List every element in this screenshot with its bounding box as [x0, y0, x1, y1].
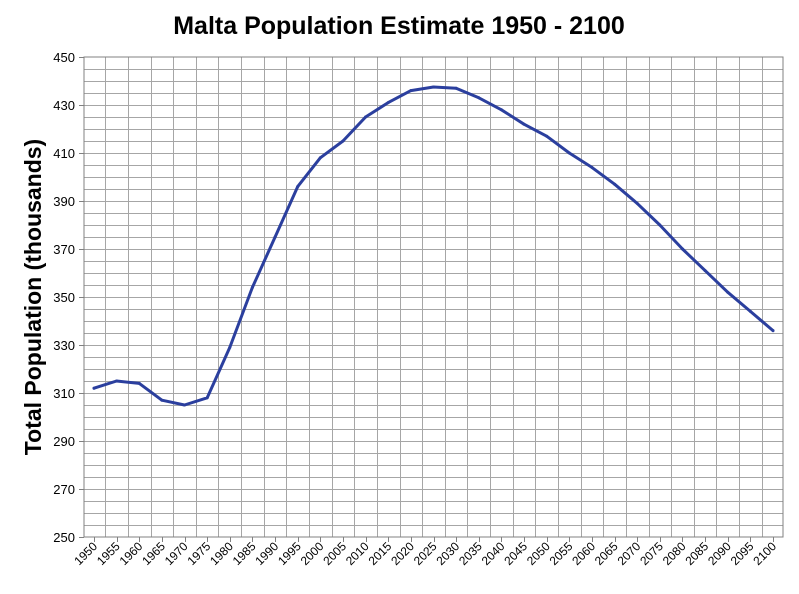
data-point	[545, 134, 549, 138]
y-tick-label: 430	[53, 98, 75, 113]
y-tick-label: 330	[53, 338, 75, 353]
y-tick-label: 450	[53, 50, 75, 65]
y-tick-label: 290	[53, 434, 75, 449]
data-point	[658, 223, 662, 227]
data-point	[522, 122, 526, 126]
y-tick-label: 350	[53, 290, 75, 305]
y-tick-label: 270	[53, 482, 75, 497]
y-tick-label: 410	[53, 146, 75, 161]
data-point	[205, 396, 209, 400]
data-point	[137, 381, 141, 385]
grid	[84, 57, 783, 537]
y-tick-label: 370	[53, 242, 75, 257]
series-layer	[92, 85, 775, 407]
data-point	[477, 96, 481, 100]
data-point	[703, 269, 707, 273]
y-tick-label: 250	[53, 530, 75, 545]
chart-title: Malta Population Estimate 1950 - 2100	[173, 12, 625, 40]
data-point	[92, 386, 96, 390]
y-tick-label: 390	[53, 194, 75, 209]
data-point	[115, 379, 119, 383]
y-tick-label: 310	[53, 386, 75, 401]
data-point	[386, 101, 390, 105]
data-point	[726, 290, 730, 294]
data-point	[409, 89, 413, 93]
data-point	[250, 285, 254, 289]
data-point	[567, 151, 571, 155]
data-point	[771, 329, 775, 333]
data-point	[635, 201, 639, 205]
data-point	[454, 86, 458, 90]
data-point	[432, 85, 435, 89]
data-point	[228, 345, 232, 349]
data-point	[160, 398, 164, 402]
data-point	[341, 139, 345, 143]
data-point	[590, 165, 594, 169]
data-point	[499, 108, 503, 112]
data-point	[681, 247, 684, 251]
y-axis-label: Total Population (thousands)	[20, 139, 46, 455]
data-point	[296, 185, 300, 189]
data-point	[183, 403, 186, 407]
data-point	[318, 156, 322, 160]
data-point	[748, 309, 752, 313]
data-point	[273, 235, 277, 239]
data-point	[364, 115, 368, 119]
y-axis-ticks: 250 270 290 310 330 350 370 390 410 430 450	[53, 50, 84, 545]
data-point	[613, 182, 617, 186]
